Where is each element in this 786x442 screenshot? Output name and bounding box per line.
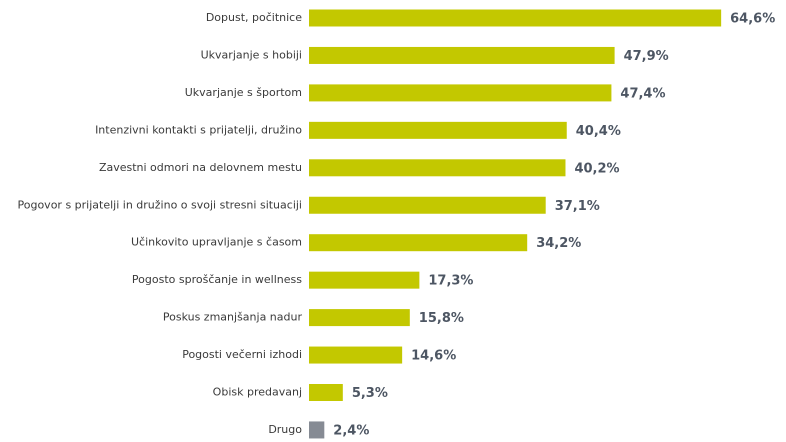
bar: [309, 384, 343, 401]
category-label: Učinkovito upravljanje s časom: [131, 236, 302, 249]
value-label: 15,8%: [419, 311, 464, 326]
value-label: 5,3%: [352, 386, 388, 401]
category-label: Ukvarjanje s hobiji: [201, 48, 302, 61]
value-label: 34,2%: [536, 236, 581, 251]
bar: [309, 84, 612, 102]
bar: [309, 9, 722, 27]
bar: [309, 196, 546, 214]
bar: [309, 421, 325, 439]
category-label: Ukvarjanje s športom: [185, 86, 302, 99]
category-label: Poskus zmanjšanja nadur: [163, 311, 303, 324]
bar: [309, 346, 403, 364]
category-label: Intenzivni kontakti s prijatelji, družin…: [95, 123, 302, 136]
category-label: Pogosto sproščanje in wellness: [132, 273, 302, 286]
value-label: 14,6%: [411, 349, 456, 364]
bar: [309, 271, 420, 289]
category-label: Dopust, počitnice: [206, 11, 302, 24]
bar: [309, 309, 410, 327]
category-label: Obisk predavanj: [213, 386, 302, 399]
category-label: Zavestni odmori na delovnem mestu: [99, 161, 302, 174]
category-label: Pogosti večerni izhodi: [182, 348, 302, 361]
bar: [309, 234, 528, 252]
bar: [309, 46, 615, 64]
category-label: Drugo: [268, 423, 302, 436]
value-label: 40,4%: [576, 124, 621, 139]
category-label: Pogovor s prijatelji in družino o svoji …: [18, 198, 303, 211]
value-label: 47,4%: [620, 86, 665, 101]
value-label: 40,2%: [574, 161, 619, 176]
bar: [309, 159, 566, 177]
value-label: 37,1%: [555, 199, 600, 214]
value-label: 64,6%: [730, 12, 775, 27]
value-label: 47,9%: [624, 49, 669, 64]
bar: [309, 121, 567, 139]
value-label: 2,4%: [333, 423, 369, 438]
value-label: 17,3%: [428, 274, 473, 289]
